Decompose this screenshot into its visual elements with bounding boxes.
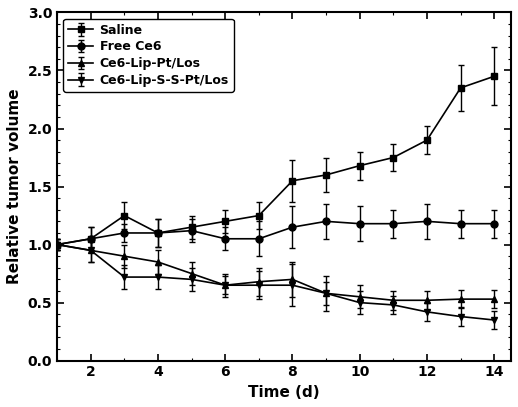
Legend: Saline, Free Ce6, Ce6-Lip-Pt/Los, Ce6-Lip-S-S-Pt/Los: Saline, Free Ce6, Ce6-Lip-Pt/Los, Ce6-Li… — [63, 19, 234, 92]
Y-axis label: Relative tumor volume: Relative tumor volume — [7, 89, 22, 284]
X-axis label: Time (d): Time (d) — [248, 385, 320, 400]
